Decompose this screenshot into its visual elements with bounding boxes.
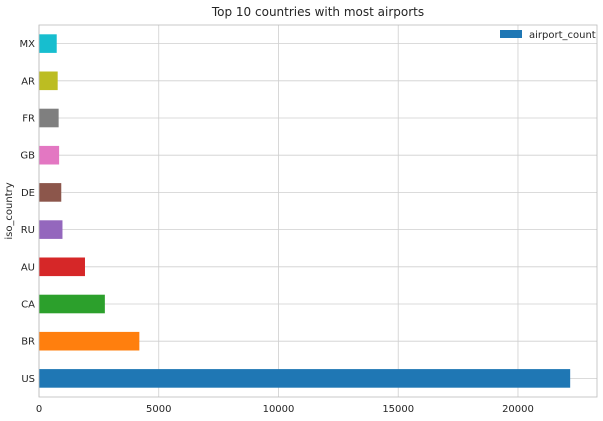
bar-mx	[39, 34, 57, 53]
bar-ar	[39, 71, 58, 91]
plot-frame	[38, 24, 598, 398]
y-tick-label: US	[21, 374, 35, 385]
x-axis-ticks: 0 5000 10000 15000 20000	[36, 404, 534, 415]
x-tick-label: 0	[36, 404, 42, 415]
y-tick-label: GB	[20, 151, 35, 162]
bar-br	[39, 331, 140, 351]
bars	[39, 34, 571, 388]
bar-ru	[39, 220, 63, 239]
legend: airport_count	[500, 30, 596, 41]
y-tick-label: CA	[21, 300, 35, 311]
legend-swatch	[500, 30, 522, 38]
bar-us	[39, 369, 571, 388]
x-tick-label: 10000	[263, 404, 295, 415]
bar-fr	[39, 108, 59, 128]
y-tick-label: AR	[21, 76, 35, 87]
x-tick-label: 5000	[146, 404, 171, 415]
y-tick-label: DE	[21, 188, 35, 199]
y-tick-label: FR	[22, 114, 35, 125]
bar-au	[39, 257, 85, 277]
x-tick-label: 15000	[382, 404, 414, 415]
legend-label: airport_count	[529, 30, 596, 41]
bar-ca	[39, 294, 105, 314]
y-axis-label: iso_country	[4, 182, 15, 239]
bar-de	[39, 183, 62, 202]
y-axis-ticks: US BR CA AU RU DE GB FR AR MX	[20, 39, 36, 385]
y-tick-label: AU	[21, 262, 35, 273]
y-tick-label: RU	[21, 225, 35, 236]
chart-title: Top 10 countries with most airports	[211, 5, 424, 19]
x-tick-label: 20000	[502, 404, 534, 415]
y-tick-label: BR	[21, 337, 35, 348]
bar-gb	[39, 145, 60, 165]
y-tick-label: MX	[20, 39, 36, 50]
